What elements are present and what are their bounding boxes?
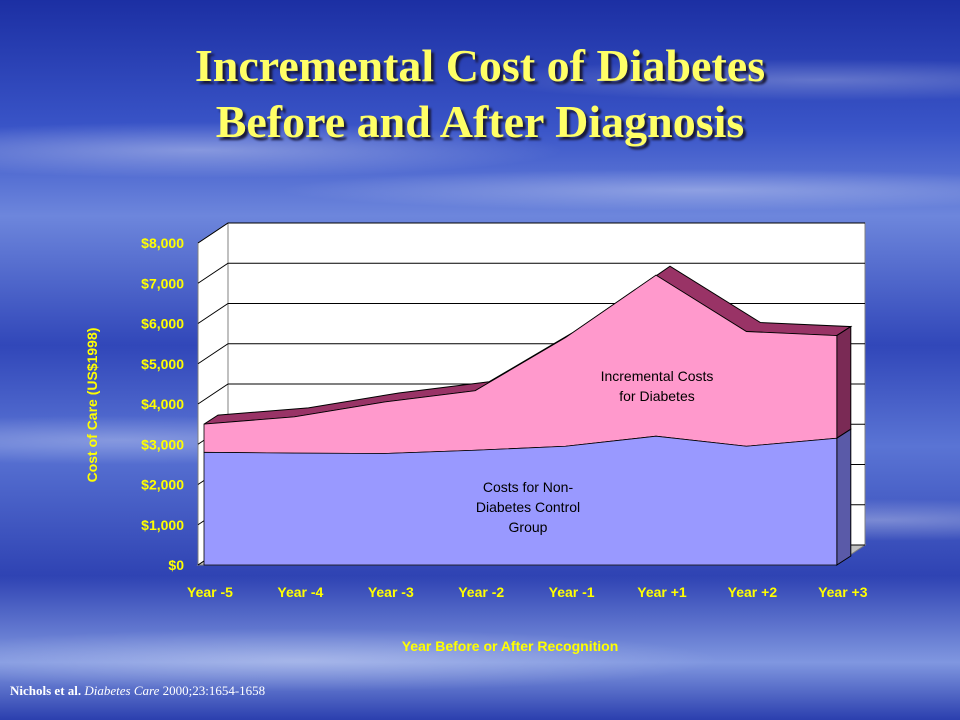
y-tick-label: $8,000 [141,235,184,251]
control-costs-area [203,435,838,566]
annotation-line: Incremental Costs [601,368,714,384]
control-area-side [836,428,852,566]
x-tick-label: Year -5 [187,584,233,600]
y-tick-label: $0 [168,557,184,573]
citation-ref: 2000;23:1654-1658 [162,683,266,698]
y-tick-label: $5,000 [141,356,184,372]
x-tick-label: Year +3 [818,584,868,600]
y-tick-label: $4,000 [141,396,184,412]
x-axis-title: Year Before or After Recognition [402,638,619,654]
annotation-line: for Diabetes [619,388,694,404]
annotation-incremental: Incremental Costs for Diabetes [601,368,714,404]
annotation-line: Group [509,519,548,535]
x-tick-label: Year -2 [458,584,504,600]
slide-title: Incremental Cost of Diabetes Before and … [0,38,960,150]
y-tick-label: $2,000 [141,477,184,493]
incremental-area-side [836,325,852,440]
y-tick-label: $7,000 [141,275,184,291]
x-tick-label: Year -1 [549,584,595,600]
citation: Nichols et al. Diabetes Care 2000;23:165… [10,683,265,699]
y-tick-label: $3,000 [141,436,184,452]
x-tick-label: Year +2 [728,584,778,600]
gridline [197,262,865,284]
x-tick-label: Year +1 [637,584,687,600]
citation-authors: Nichols et al. [10,683,82,698]
annotation-control: Costs for Non- Diabetes Control Group [476,479,580,535]
x-tick-label: Year -4 [277,584,323,600]
y-axis-title: Cost of Care (US$1998) [84,328,100,483]
y-tick-label: $6,000 [141,316,184,332]
title-line-2: Before and After Diagnosis [215,96,745,147]
annotation-line: Diabetes Control [476,499,580,515]
annotation-line: Costs for Non- [483,479,574,495]
x-tick-label: Year -3 [368,584,414,600]
gridline [197,222,865,244]
title-line-1: Incremental Cost of Diabetes [194,40,766,91]
citation-journal: Diabetes Care [84,683,160,698]
y-tick-label: $1,000 [141,517,184,533]
